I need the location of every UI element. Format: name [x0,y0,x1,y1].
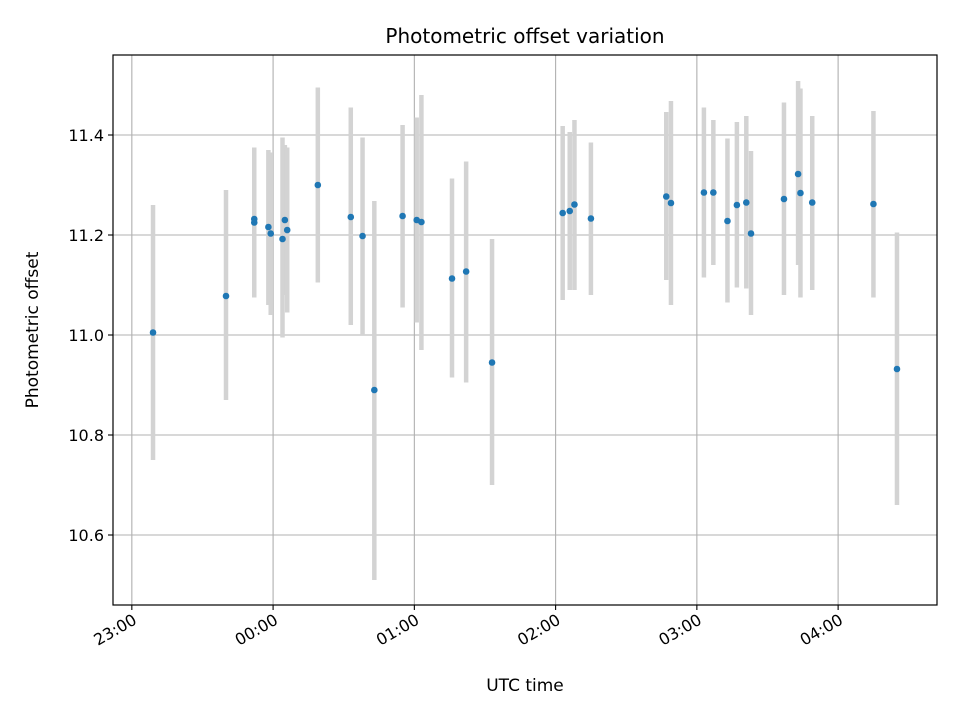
data-point [267,230,275,237]
data-point [265,223,272,231]
y-tick-label: 11.0 [68,326,104,345]
x-tick-label: 01:00 [373,610,422,650]
data-point [314,181,322,189]
data-point [724,217,731,225]
data-point [662,193,670,200]
data-point [743,199,750,206]
y-axis-label: Photometric offset [23,251,43,408]
y-tick-label: 11.2 [68,226,104,245]
data-point [222,292,230,300]
plot-frame [112,54,938,606]
error-bars [150,81,900,580]
data-point [462,268,470,275]
data-point [149,329,157,336]
data-point [359,232,366,240]
data-point [371,386,378,394]
x-tick-label: 00:00 [232,610,281,650]
data-point [780,195,788,203]
data-point [250,215,258,223]
data-point [559,209,566,217]
x-tick-label: 02:00 [514,610,563,650]
data-point [281,216,289,224]
x-tick-label: 03:00 [655,610,704,650]
data-point [418,218,425,226]
data-point [448,275,456,282]
data-point [797,189,804,197]
data-point [347,213,355,221]
data-point [893,365,901,373]
data-point [808,199,816,206]
data-point [566,207,574,215]
data-point [399,212,406,220]
data-point [700,189,708,196]
chart-title: Photometric offset variation [385,24,664,48]
data-point [733,201,741,209]
data-point [667,199,675,207]
data-point [279,235,286,243]
x-tick-label: 04:00 [797,610,846,650]
data-point [283,226,291,234]
y-tick-label: 10.8 [68,426,104,445]
data-point [794,170,802,178]
data-point [747,230,755,237]
data-point [488,359,496,366]
x-tick-label: 23:00 [90,610,139,650]
y-tick-label: 11.4 [68,126,104,145]
data-point [571,201,578,208]
data-point [587,215,595,222]
x-axis-label: UTC time [486,676,564,696]
data-points [149,170,901,394]
data-point [870,200,877,208]
data-point [710,189,717,196]
y-tick-label: 10.6 [68,526,104,545]
